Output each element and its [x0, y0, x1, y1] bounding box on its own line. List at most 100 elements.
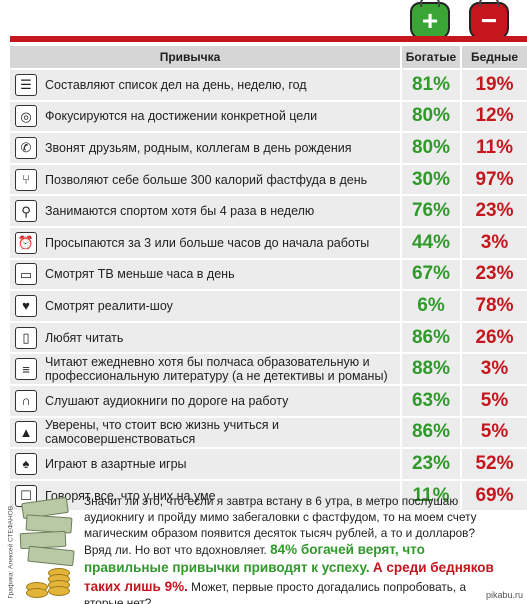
table-row: ✆ Звонят друзьям, родным, коллегам в день… [10, 133, 527, 163]
habit-cell: ⏰ Просыпаются за 3 или больше часов до на… [10, 227, 400, 258]
habit-cell: ▭ Смотрят ТВ меньше часа в день [10, 259, 400, 290]
top-bar: + − [0, 0, 527, 44]
habit-label: Слушают аудиокниги по дороге на работу [45, 393, 289, 408]
runner-icon: ⚲ [15, 200, 37, 223]
poor-percent: 19% [462, 70, 527, 100]
rich-wallet-icon: + [410, 0, 450, 40]
graphics-credit: Графика: Алексей СТЕФАНОВ. [0, 492, 15, 602]
poor-percent: 97% [462, 164, 527, 195]
rich-percent: 88% [402, 354, 460, 384]
money-stack-illustration [18, 492, 78, 600]
table-row: ⑂ Позволяют себе больше 300 калорий фастф… [10, 164, 527, 195]
banknote [27, 545, 75, 567]
habit-label: Звонят друзьям, родным, коллегам в день … [45, 140, 352, 155]
headphones-icon: ∩ [15, 389, 37, 412]
habits-table: ☰ Составляют список дел на день, неделю, … [10, 70, 527, 512]
table-row: ▲ Уверены, что стоит всю жизнь учиться и … [10, 417, 527, 448]
plus-sign: + [421, 5, 439, 36]
habit-cell: ✆ Звонят друзьям, родным, коллегам в день… [10, 133, 400, 163]
habit-label: Смотрят ТВ меньше часа в день [45, 267, 235, 282]
habit-cell: ◎ Фокусируются на достижении конкретной ц… [10, 101, 400, 132]
table-row: ⚲ Занимаются спортом хотя бы 4 раза в нед… [10, 196, 527, 226]
poor-wallet-icon: − [469, 0, 509, 40]
habit-label: Любят читать [45, 330, 124, 345]
habit-label: Просыпаются за 3 или больше часов до нач… [45, 235, 370, 250]
credit-text: Графика: Алексей СТЕФАНОВ. [7, 504, 15, 599]
habit-cell: ☰ Составляют список дел на день, неделю, … [10, 70, 400, 100]
phone-icon: ✆ [15, 136, 37, 159]
habit-label: Играют в азартные игры [45, 456, 187, 471]
table-row: ▯ Любят читать 86% 26% [10, 322, 527, 353]
table-row: ☰ Составляют список дел на день, неделю, … [10, 70, 527, 100]
coin [48, 586, 70, 596]
table-row: ♠ Играют в азартные игры 23% 52% [10, 449, 527, 479]
habit-label: Уверены, что стоит всю жизнь учиться и с… [45, 418, 279, 447]
poor-percent: 3% [462, 227, 527, 258]
wallet-clasp [479, 0, 499, 7]
rich-percent: 76% [402, 196, 460, 226]
habit-cell: ≡ Читают ежедневно хотя бы полчаса образо… [10, 354, 400, 384]
poor-percent: 12% [462, 101, 527, 132]
rich-percent: 81% [402, 70, 460, 100]
habit-cell: ♥ Смотрят реалити-шоу [10, 291, 400, 321]
fork-icon: ⑂ [15, 168, 37, 191]
table-row: ≡ Читают ежедневно хотя бы полчаса образо… [10, 354, 527, 384]
rich-percent: 86% [402, 322, 460, 353]
rich-percent: 86% [402, 417, 460, 448]
tv-icon: ▭ [15, 263, 37, 286]
poor-percent: 26% [462, 322, 527, 353]
habit-cell: ☐ Говорят все, что у них на уме [10, 480, 400, 511]
conclusion-closing: Может, первые просто догадались попробов… [84, 579, 467, 604]
rich-percent: 63% [402, 385, 460, 416]
habit-label: Позволяют себе больше 300 калорий фастфу… [45, 172, 368, 187]
books-icon: ≡ [15, 358, 37, 381]
poor-percent: 3% [462, 354, 527, 384]
rich-percent: 80% [402, 133, 460, 163]
habit-label: Говорят все, что у них на уме [45, 488, 216, 503]
rich-percent: 6% [402, 291, 460, 321]
alarm-clock-icon: ⏰ [15, 231, 37, 254]
habit-cell: ∩ Слушают аудиокниги по дороге на работу [10, 385, 400, 416]
rich-percent: 11% [402, 480, 460, 511]
open-book-icon: ▯ [15, 326, 37, 349]
site-watermark: pikabu.ru [485, 590, 523, 600]
header-red-stripe [10, 36, 527, 42]
wallet-clasp [420, 0, 440, 7]
conclusion-question: Значит ли это, что если я завтра встану … [84, 494, 477, 558]
poor-percent: 11% [462, 133, 527, 163]
rich-percent: 23% [402, 449, 460, 479]
column-header: Привычка Богатые Бедные [10, 46, 527, 68]
rich-percent: 67% [402, 259, 460, 290]
habit-cell: ⑂ Позволяют себе больше 300 калорий фастф… [10, 164, 400, 195]
poor-percent: 23% [462, 259, 527, 290]
habit-label: Занимаются спортом хотя бы 4 раза в неде… [45, 204, 315, 219]
table-row: ♥ Смотрят реалити-шоу 6% 78% [10, 291, 527, 321]
rich-believe-statement: 84% богачей верят, что правильные привыч… [84, 542, 425, 576]
table-row: ∩ Слушают аудиокниги по дороге на работу 6… [10, 385, 527, 416]
table-row: ◎ Фокусируются на достижении конкретной ц… [10, 101, 527, 132]
poor-percent: 52% [462, 449, 527, 479]
target-icon: ◎ [15, 105, 37, 128]
graduation-cap-icon: ▲ [15, 421, 37, 444]
poor-percent: 5% [462, 385, 527, 416]
habit-cell: ▯ Любят читать [10, 322, 400, 353]
conclusion-paragraph: Значит ли это, что если я завтра встану … [84, 494, 504, 604]
rich-column-header: Богатые [402, 46, 460, 68]
table-row: ⏰ Просыпаются за 3 или больше часов до на… [10, 227, 527, 258]
poor-percent: 78% [462, 291, 527, 321]
coin [26, 588, 48, 598]
poor-percent: 5% [462, 417, 527, 448]
habit-cell: ▲ Уверены, что стоит всю жизнь учиться и … [10, 417, 400, 448]
poor-believe-statement: А среди бедняков таких лишь 9%. [84, 560, 494, 594]
habit-column-header: Привычка [10, 46, 400, 68]
poor-column-header: Бедные [462, 46, 527, 68]
rich-percent: 44% [402, 227, 460, 258]
habit-cell: ♠ Играют в азартные игры [10, 449, 400, 479]
minus-sign: − [480, 5, 498, 36]
rich-percent: 80% [402, 101, 460, 132]
habit-label: Смотрят реалити-шоу [45, 298, 173, 313]
poor-percent: 69% [462, 480, 527, 511]
rich-percent: 30% [402, 164, 460, 195]
table-row: ▭ Смотрят ТВ меньше часа в день 67% 23% [10, 259, 527, 290]
habit-label: Фокусируются на достижении конкретной це… [45, 109, 318, 124]
